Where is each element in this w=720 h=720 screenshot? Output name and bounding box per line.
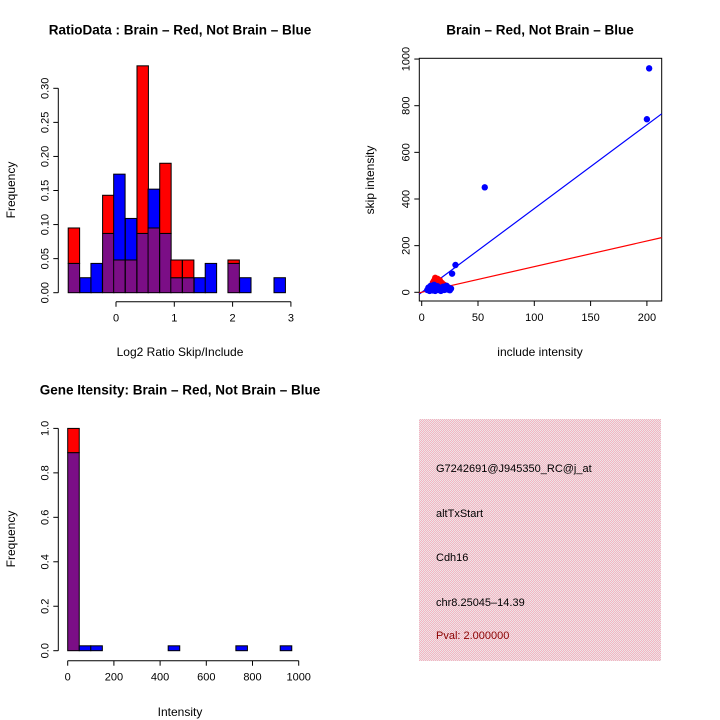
hist-bar-overlap <box>67 262 81 294</box>
y-tick-label: 0.15 <box>39 180 51 201</box>
scatter-point-blue <box>643 116 651 123</box>
x-tick-label: 200 <box>638 312 656 324</box>
hist-bar-overlap <box>159 232 172 294</box>
fit-line-red <box>419 237 662 294</box>
hist-bar-blue <box>90 262 103 294</box>
hist-bar-red <box>136 65 149 234</box>
y-tick-label: 0.0 <box>39 643 51 658</box>
hist-bar-blue <box>204 262 218 294</box>
y-tick-label: 0.00 <box>39 282 51 303</box>
x-tick-label: 0 <box>113 313 119 325</box>
hist-bar-overlap <box>124 259 138 294</box>
hist-bar-blue <box>273 277 286 294</box>
hist-bar-red <box>181 259 195 279</box>
x-tick-label: 1 <box>171 313 177 325</box>
x-tick-label: 1000 <box>286 672 310 684</box>
ratio-hist-xlabel: Log2 Ratio Skip/Include <box>116 345 244 359</box>
x-tick-label: 800 <box>243 672 261 684</box>
y-tick-label: 0 <box>400 289 412 295</box>
gene-hist-xlabel: Intensity <box>157 705 203 719</box>
y-tick-label: 600 <box>400 143 412 161</box>
hist-bar-blue <box>79 277 92 294</box>
gene-hist-title: Gene Itensity: Brain – Red, Not Brain – … <box>39 382 321 398</box>
probe-id-text: G7242691@J945350_RC@j_at <box>436 463 592 475</box>
hist-bar-red <box>170 259 183 279</box>
x-tick-label: 200 <box>105 672 123 684</box>
y-tick-label: 400 <box>400 190 412 208</box>
hist-bar-overlap <box>136 232 149 294</box>
y-tick-label: 1.0 <box>39 421 51 436</box>
y-tick-label: 0.20 <box>39 146 51 167</box>
hist-bar-blue <box>113 173 126 261</box>
ratio-hist-title: RatioData : Brain – Red, Not Brain – Blu… <box>48 22 312 38</box>
gene-hist-ylabel: Frequency <box>4 510 18 568</box>
y-tick-label: 0.6 <box>39 510 51 525</box>
event-type-text: altTxStart <box>436 508 484 520</box>
ratio-histogram: 0.00 0.05 0.10 0.15 0.20 0.25 0.30 0 1 2 3 <box>39 65 294 325</box>
scatter-point-blue <box>447 285 455 292</box>
hist-bar-red <box>159 162 172 234</box>
plot-box <box>418 57 663 302</box>
hist-bar-red <box>227 259 240 264</box>
scatter-point-blue <box>448 270 456 277</box>
gene-name-text: Cdh16 <box>436 552 469 564</box>
scatter-point-blue <box>452 261 459 269</box>
x-tick-label: 3 <box>288 313 294 325</box>
hist-bar-red <box>67 227 81 264</box>
ratio-hist-ylabel: Frequency <box>4 161 18 219</box>
hist-bar-overlap <box>181 277 195 294</box>
x-tick-label: 50 <box>472 312 484 324</box>
scatter-plot: 0 50 100 150 200 0 200 400 600 800 1000 <box>400 47 663 324</box>
hist-bar-overlap <box>102 232 115 294</box>
hist-bar-blue <box>239 277 252 294</box>
y-tick-label: 0.05 <box>39 248 51 269</box>
scatter-point-blue <box>645 65 653 72</box>
x-tick-label: 100 <box>525 312 543 324</box>
hist-bar-blue <box>279 645 293 652</box>
y-tick-label: 0.4 <box>39 554 51 569</box>
x-tick-label: 150 <box>581 312 599 324</box>
hist-bar-blue <box>147 188 160 229</box>
scatter-xlabel: include intensity <box>497 345 583 359</box>
hist-bar-blue <box>167 645 181 652</box>
y-tick-label: 0.10 <box>39 214 51 235</box>
hist-bar-blue <box>90 645 103 652</box>
x-tick-label: 0 <box>65 672 71 684</box>
x-tick-label: 0 <box>419 312 425 324</box>
y-tick-label: 1000 <box>400 47 412 71</box>
chromosome-text: chr8.25045–14.39 <box>436 597 525 609</box>
hist-bar-overlap <box>170 277 183 294</box>
hist-bar-overlap <box>67 452 80 652</box>
hist-bar-overlap <box>227 262 240 294</box>
scatter-title: Brain – Red, Not Brain – Blue <box>446 22 634 38</box>
y-tick-label: 0.2 <box>39 599 51 614</box>
gene-info-box: G7242691@J945350_RC@j_at altTxStart Cdh1… <box>419 419 661 661</box>
hist-bar-blue <box>235 645 248 652</box>
fit-line-blue <box>418 113 663 295</box>
scatter-point-blue <box>481 184 488 191</box>
x-tick-label: 400 <box>151 672 169 684</box>
x-tick-label: 600 <box>197 672 215 684</box>
hist-bar-blue <box>78 645 92 652</box>
scatter-ylabel: skip intensity <box>363 145 377 215</box>
x-tick-label: 2 <box>230 313 236 325</box>
hist-bar-blue <box>124 217 138 261</box>
hist-bar-red <box>102 194 115 234</box>
y-tick-label: 0.8 <box>39 465 51 480</box>
y-tick-label: 0.25 <box>39 112 51 133</box>
y-tick-label: 0.30 <box>39 78 51 99</box>
hist-bar-overlap <box>147 227 160 294</box>
y-tick-label: 800 <box>400 97 412 115</box>
y-tick-label: 200 <box>400 236 412 254</box>
gene-histogram: 0.0 0.2 0.4 0.6 0.8 1.0 0 200 400 600 800 1000 <box>39 421 311 684</box>
hist-bar-overlap <box>113 259 126 294</box>
hist-bar-blue <box>193 277 207 294</box>
pval-text: Pval: 2.000000 <box>436 630 510 642</box>
hist-bar-red <box>67 427 80 454</box>
